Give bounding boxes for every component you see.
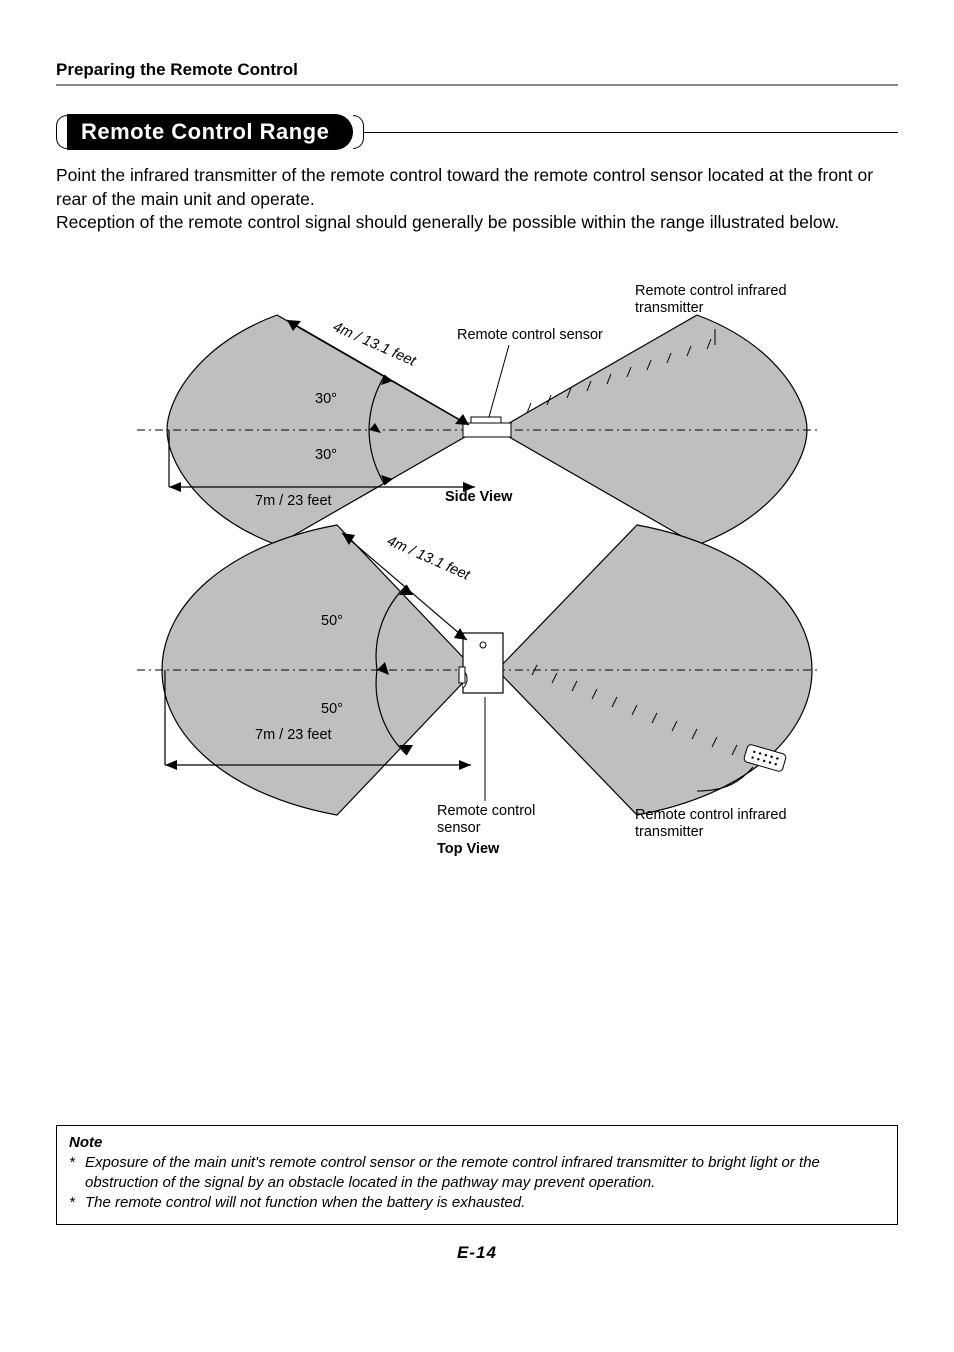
section-title: Remote Control Range bbox=[67, 114, 353, 150]
note-text-1: Exposure of the main unit's remote contr… bbox=[85, 1153, 885, 1194]
label-top-view: Top View bbox=[437, 841, 499, 858]
label-30-upper: 30° bbox=[315, 391, 337, 408]
label-transmitter-bottom: Remote control infrared transmitter bbox=[635, 807, 825, 842]
label-30-lower: 30° bbox=[315, 447, 337, 464]
section-bracket-left bbox=[56, 115, 67, 149]
section-title-line bbox=[364, 132, 898, 133]
remote-range-diagram: Remote control infrared transmitter Remo… bbox=[137, 265, 817, 865]
note-text-2: The remote control will not function whe… bbox=[85, 1193, 525, 1213]
label-transmitter-top: Remote control infrared transmitter bbox=[635, 283, 825, 318]
label-50-lower: 50° bbox=[321, 701, 343, 718]
note-box: Note * Exposure of the main unit's remot… bbox=[56, 1125, 898, 1225]
body-paragraph-2: Reception of the remote control signal s… bbox=[56, 212, 839, 232]
section-bracket-right bbox=[353, 115, 364, 149]
label-50-upper: 50° bbox=[321, 613, 343, 630]
label-sensor-top: Remote control sensor bbox=[457, 327, 603, 344]
asterisk-icon: * bbox=[69, 1193, 85, 1213]
body-text: Point the infrared transmitter of the re… bbox=[56, 164, 898, 235]
label-7m-side: 7m / 23 feet bbox=[255, 493, 332, 510]
note-title: Note bbox=[69, 1134, 885, 1151]
asterisk-icon: * bbox=[69, 1153, 85, 1194]
body-paragraph-1: Point the infrared transmitter of the re… bbox=[56, 165, 873, 209]
page-header: Preparing the Remote Control bbox=[56, 60, 898, 86]
label-sensor-bottom: Remote control sensor bbox=[437, 803, 557, 838]
label-7m-top: 7m / 23 feet bbox=[255, 727, 332, 744]
note-item-1: * Exposure of the main unit's remote con… bbox=[69, 1153, 885, 1194]
label-side-view: Side View bbox=[445, 489, 512, 506]
note-item-2: * The remote control will not function w… bbox=[69, 1193, 885, 1213]
page-number: E-14 bbox=[56, 1243, 898, 1263]
section-title-row: Remote Control Range bbox=[56, 114, 898, 150]
